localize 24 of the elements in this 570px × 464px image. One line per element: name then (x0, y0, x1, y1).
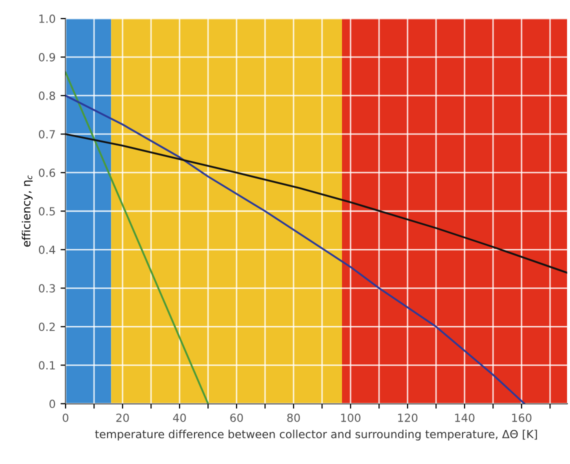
y-tick-label: 0.9 (38, 53, 56, 62)
y-tick-label: 0.3 (38, 284, 55, 293)
y-tick-label: 0.1 (38, 361, 55, 370)
line-series (66, 133, 568, 274)
line-series (66, 94, 526, 404)
y-tick-label: 0.8 (38, 92, 56, 100)
y-tick-label: 0.6 (38, 168, 56, 177)
x-tick-label: 40 (173, 414, 186, 422)
x-tick-label: 80 (287, 414, 300, 422)
x-axis-title: temperature difference between collector and surrounding temperature, ΔΘ [K] (95, 430, 537, 440)
x-tick-label: 160 (512, 414, 532, 422)
y-tick-label: 0.4 (38, 246, 56, 254)
y-tick-label: 0 (49, 400, 56, 408)
y-tick-label: 0.5 (38, 207, 55, 216)
x-tick-label: 100 (341, 414, 360, 422)
x-tick-label: 140 (455, 414, 474, 422)
y-tick-label: 0.7 (38, 130, 55, 138)
x-tick-label: 60 (230, 414, 243, 422)
y-axis-title: efficiency, η$_{c}$ (22, 175, 33, 247)
x-tick-label: 120 (398, 414, 418, 422)
x-tick-label: 0 (62, 414, 68, 422)
x-tick-label: 20 (116, 414, 129, 422)
y-tick-label: 1.0 (39, 14, 56, 23)
y-tick-label: 0.2 (38, 322, 55, 332)
